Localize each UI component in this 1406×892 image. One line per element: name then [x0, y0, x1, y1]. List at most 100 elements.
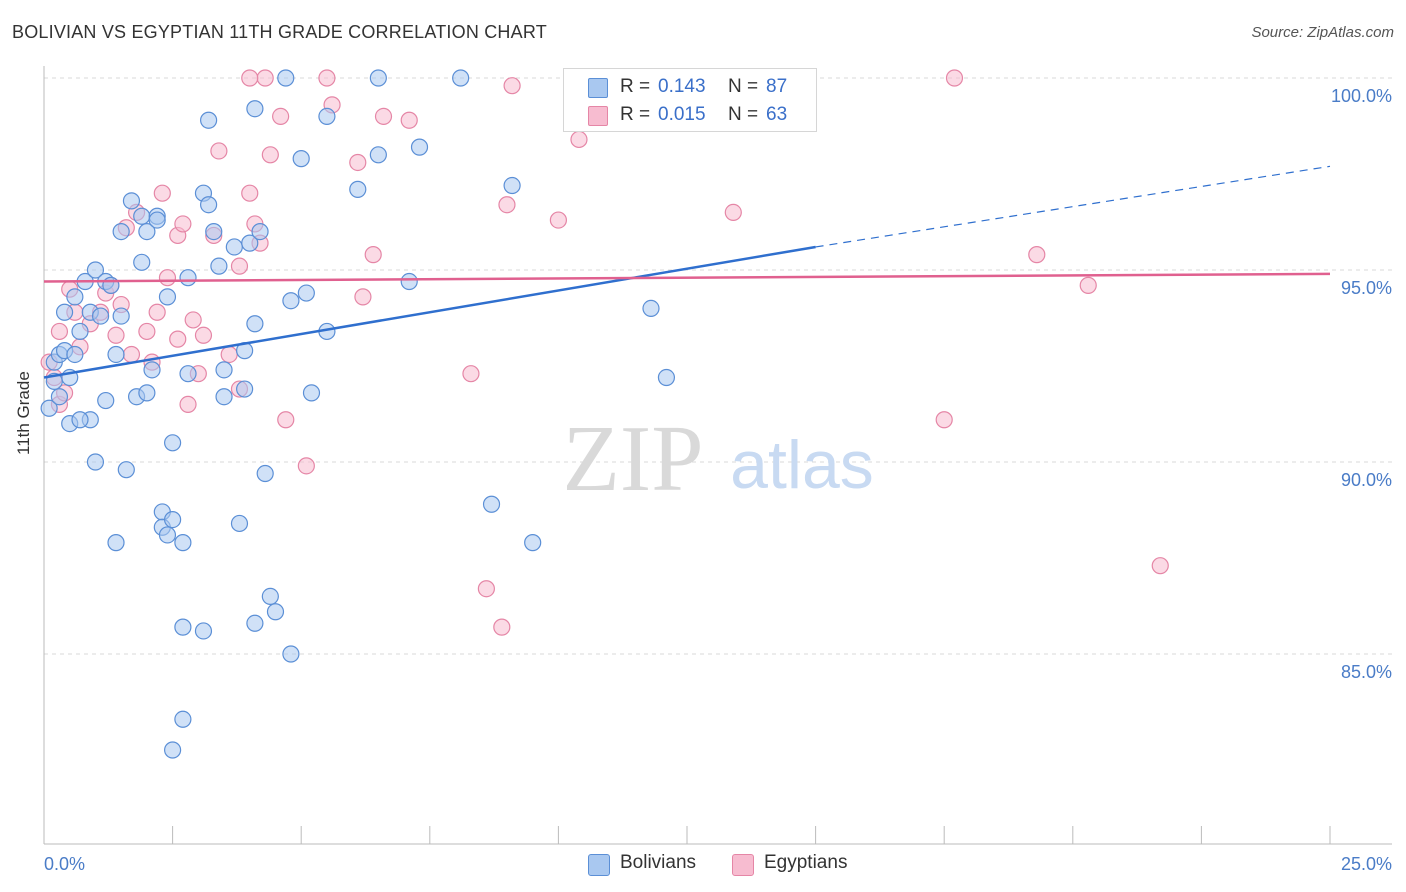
bolivian-point: [40, 399, 58, 417]
bolivian-point: [225, 238, 243, 256]
bolivian-point: [174, 618, 192, 636]
bolivian-point: [256, 464, 274, 483]
egyptian-point: [1079, 276, 1097, 294]
bolivian-point: [246, 100, 264, 118]
bolivian-point: [261, 587, 279, 606]
bolivian-point: [164, 741, 182, 759]
bolivian-point: [452, 69, 470, 87]
egyptian-point: [297, 457, 315, 475]
bolivian-point: [179, 365, 197, 383]
legend-n-label: N =: [728, 76, 759, 97]
legend-n-value: 63: [766, 104, 788, 125]
bolivian-point: [55, 303, 74, 321]
y-tick-label: 85.0%: [1341, 662, 1392, 682]
egyptian-point: [256, 69, 274, 87]
legend-n-value: 87: [766, 76, 788, 97]
egyptian-point: [158, 269, 177, 287]
bolivian-point: [138, 223, 156, 241]
bolivian-point: [482, 495, 501, 513]
egyptian-point: [349, 153, 367, 172]
egyptian-legend-swatch: [732, 854, 754, 876]
bolivian-point: [66, 288, 84, 306]
bolivian-point: [174, 534, 192, 552]
bolivian-point: [657, 368, 676, 387]
bolivian-point: [71, 322, 89, 341]
chart-title: BOLIVIAN VS EGYPTIAN 11TH GRADE CORRELAT…: [12, 22, 547, 42]
egyptian-point: [374, 107, 393, 126]
egyptian-point: [184, 311, 202, 329]
bolivian-point: [251, 223, 269, 241]
bolivian-swatch: [588, 78, 608, 98]
egyptian-point: [462, 365, 480, 383]
bolivian-point: [318, 107, 336, 126]
legend-row-egyptians: R = 0.015 N = 63: [564, 101, 816, 129]
egyptian-point: [179, 395, 197, 413]
y-tick-label: 90.0%: [1341, 470, 1392, 490]
bolivian-points: [40, 69, 676, 759]
bolivian-point: [297, 284, 315, 302]
egyptian-point: [493, 618, 511, 636]
bolivian-point: [277, 69, 295, 87]
bolivian-point: [112, 223, 130, 241]
x-tick-labels: 0.0% 25.0%: [44, 854, 1392, 874]
x-tick-label: 0.0%: [44, 854, 85, 874]
y-tick-label: 100.0%: [1331, 86, 1392, 106]
egyptian-point: [220, 345, 238, 364]
bolivian-point: [282, 292, 300, 310]
egyptian-point: [241, 69, 259, 87]
bolivian-point: [158, 288, 177, 306]
egyptian-point: [107, 326, 125, 344]
chart-source: Source: ZipAtlas.com: [1251, 24, 1394, 41]
bolivian-point: [138, 384, 156, 402]
bolivian-point: [246, 315, 264, 333]
bolivian-point: [215, 388, 233, 406]
legend-n-label: N =: [728, 104, 759, 125]
bolivian-legend-swatch: [588, 854, 610, 876]
egyptian-point: [498, 196, 516, 214]
grid-lines: [44, 77, 1392, 655]
egyptian-point: [503, 77, 521, 95]
trend-lines: [43, 165, 1331, 379]
bolivian-point: [86, 261, 105, 279]
egyptian-point: [194, 326, 213, 344]
egyptian-point: [174, 215, 192, 233]
bolivian-point: [642, 299, 660, 317]
legend-r-label: R =: [620, 104, 651, 125]
bolivian-point: [369, 69, 387, 87]
egyptian-point: [945, 69, 964, 87]
bolivian-point: [524, 534, 542, 552]
axes: [43, 66, 1392, 845]
egyptian-point: [230, 257, 249, 275]
egyptian-point: [241, 184, 259, 202]
bolivian-point: [302, 384, 321, 402]
bolivian-point: [400, 272, 418, 291]
bolivian-point: [133, 253, 151, 271]
bolivian-point: [107, 345, 125, 364]
bolivian-point: [50, 388, 69, 406]
legend-r-value: 0.143: [658, 76, 706, 97]
bolivian-point: [102, 276, 120, 294]
stats-legend: R = 0.143 N = 87 R = 0.015 N = 63: [563, 68, 817, 132]
watermark-zip: ZIP: [563, 407, 704, 511]
bolivian-point: [266, 603, 285, 621]
bolivian-point: [410, 138, 429, 156]
bolivian-point: [349, 180, 367, 198]
legend-row-bolivians: R = 0.143 N = 87: [564, 73, 816, 101]
egyptian-point: [724, 203, 742, 221]
bolivian-point: [179, 269, 197, 287]
bolivian-point: [143, 361, 161, 379]
bolivian-point: [66, 345, 84, 364]
egyptian-point: [261, 146, 279, 164]
bolivian-point: [158, 526, 177, 544]
egyptian-point: [272, 107, 290, 126]
egyptian-point: [50, 322, 69, 341]
legend-r-label: R =: [620, 76, 651, 97]
bolivian-legend-label: Bolivians: [620, 852, 697, 873]
watermark-atlas: atlas: [730, 427, 874, 503]
egyptian-points: [40, 69, 1169, 636]
egyptian-point: [935, 411, 953, 429]
bolivian-trend-line: [43, 245, 816, 379]
bolivian-point: [97, 391, 115, 410]
bolivian-point: [246, 614, 264, 632]
